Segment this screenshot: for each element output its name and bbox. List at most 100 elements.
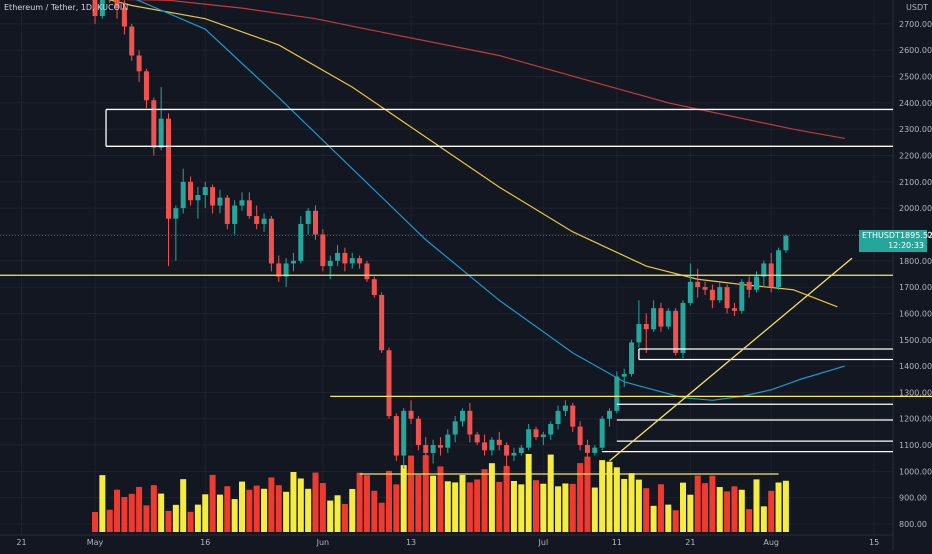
volume-bar — [283, 491, 290, 532]
volume-bar — [297, 478, 304, 532]
volume-bar — [702, 483, 709, 532]
y-tick-label: 1400.00 — [899, 362, 932, 371]
candle-body — [584, 445, 590, 453]
volume-bar — [613, 467, 620, 532]
candle-body — [629, 342, 635, 374]
candle-body — [379, 295, 385, 351]
y-tick-label: 2500.00 — [899, 73, 932, 82]
candle-body — [246, 200, 252, 217]
volume-bar — [209, 474, 216, 532]
candle-body — [739, 281, 745, 311]
volume-bar — [782, 480, 789, 532]
volume-bar — [518, 484, 525, 532]
volume-bar — [452, 482, 459, 532]
candle-body — [401, 410, 407, 456]
volume-bar — [437, 466, 444, 532]
volume-bar — [106, 509, 113, 532]
candle-body — [511, 452, 517, 456]
candle-body — [709, 289, 715, 301]
volume-bar — [319, 483, 326, 532]
candle-body — [114, 0, 120, 9]
volume-bar — [474, 479, 481, 532]
y-tick-label: 1700.00 — [899, 283, 932, 292]
y-tick-label: 1000.00 — [899, 467, 932, 476]
volume-bar — [224, 486, 231, 532]
volume-bar — [466, 482, 473, 532]
volume-bar — [378, 502, 385, 532]
candle-body — [776, 250, 782, 288]
volume-bar — [635, 479, 642, 532]
candle-body — [555, 410, 561, 424]
candle-body — [180, 181, 186, 209]
volume-bar — [488, 463, 495, 532]
volume-bar — [738, 489, 745, 532]
candle-body — [452, 421, 458, 435]
candle-body — [129, 26, 135, 56]
volume-bar — [599, 460, 606, 532]
x-tick-label: 21 — [685, 538, 695, 547]
volume-bar — [231, 499, 238, 532]
volume-bar — [275, 485, 282, 532]
y-tick-label: 900.00 — [899, 494, 927, 503]
x-tick-label: 15 — [869, 538, 879, 547]
volume-bar — [194, 504, 201, 532]
volume-bar — [165, 510, 172, 532]
candle-body — [121, 8, 127, 27]
candle-body — [540, 434, 546, 438]
volume-bar — [400, 465, 407, 532]
volume-bar — [268, 477, 275, 532]
candle-body — [415, 418, 421, 446]
x-tick-label: Aug — [763, 538, 779, 547]
volume-bar — [621, 478, 628, 532]
candle-body — [202, 187, 208, 195]
volume-bar — [216, 494, 223, 532]
volume-bar — [290, 472, 297, 532]
candle-body — [342, 252, 348, 264]
volume-bar — [253, 485, 260, 532]
candle-body — [92, 0, 98, 17]
candle-body — [371, 279, 377, 296]
candle-body — [158, 118, 164, 148]
volume-bar — [334, 495, 341, 532]
candle-body — [518, 447, 524, 453]
candle-body — [195, 195, 201, 201]
candle-body — [232, 205, 238, 224]
volume-bar — [577, 463, 584, 532]
x-tick-label: 16 — [200, 538, 210, 547]
moving-average-line — [122, 0, 845, 140]
volume-bar — [562, 483, 569, 532]
volume-bar — [680, 482, 686, 532]
candle-body — [393, 416, 399, 456]
volume-bar — [92, 512, 98, 532]
candle-body — [408, 410, 414, 419]
price-tag-price: 1895.52 — [899, 230, 932, 240]
candle-body — [607, 410, 612, 419]
candle-body — [136, 55, 142, 72]
volume-bar — [172, 504, 179, 532]
candle-body — [217, 197, 223, 206]
candle-body — [239, 200, 245, 206]
x-tick-label: 21 — [16, 538, 26, 547]
volume-bar — [540, 483, 547, 532]
x-tick-label: May — [87, 538, 104, 547]
candle-body — [298, 223, 304, 261]
volume-bar — [430, 475, 437, 532]
candle-body — [783, 235, 789, 251]
y-tick-label: 2600.00 — [899, 46, 932, 55]
y-tick-label: 1100.00 — [899, 441, 932, 450]
volume-bar — [136, 486, 143, 532]
candle-body — [151, 100, 157, 148]
candle-body — [592, 447, 598, 453]
candle-body — [533, 429, 539, 438]
volume-bar — [665, 504, 672, 532]
candle-body — [445, 434, 451, 448]
candle-body — [423, 445, 429, 453]
volume-bar — [114, 489, 121, 532]
candle-body — [496, 439, 502, 446]
y-tick-label: 1500.00 — [899, 336, 932, 345]
volume-bar — [716, 487, 723, 532]
volume-bar — [444, 481, 451, 532]
volume-bar — [760, 506, 767, 532]
